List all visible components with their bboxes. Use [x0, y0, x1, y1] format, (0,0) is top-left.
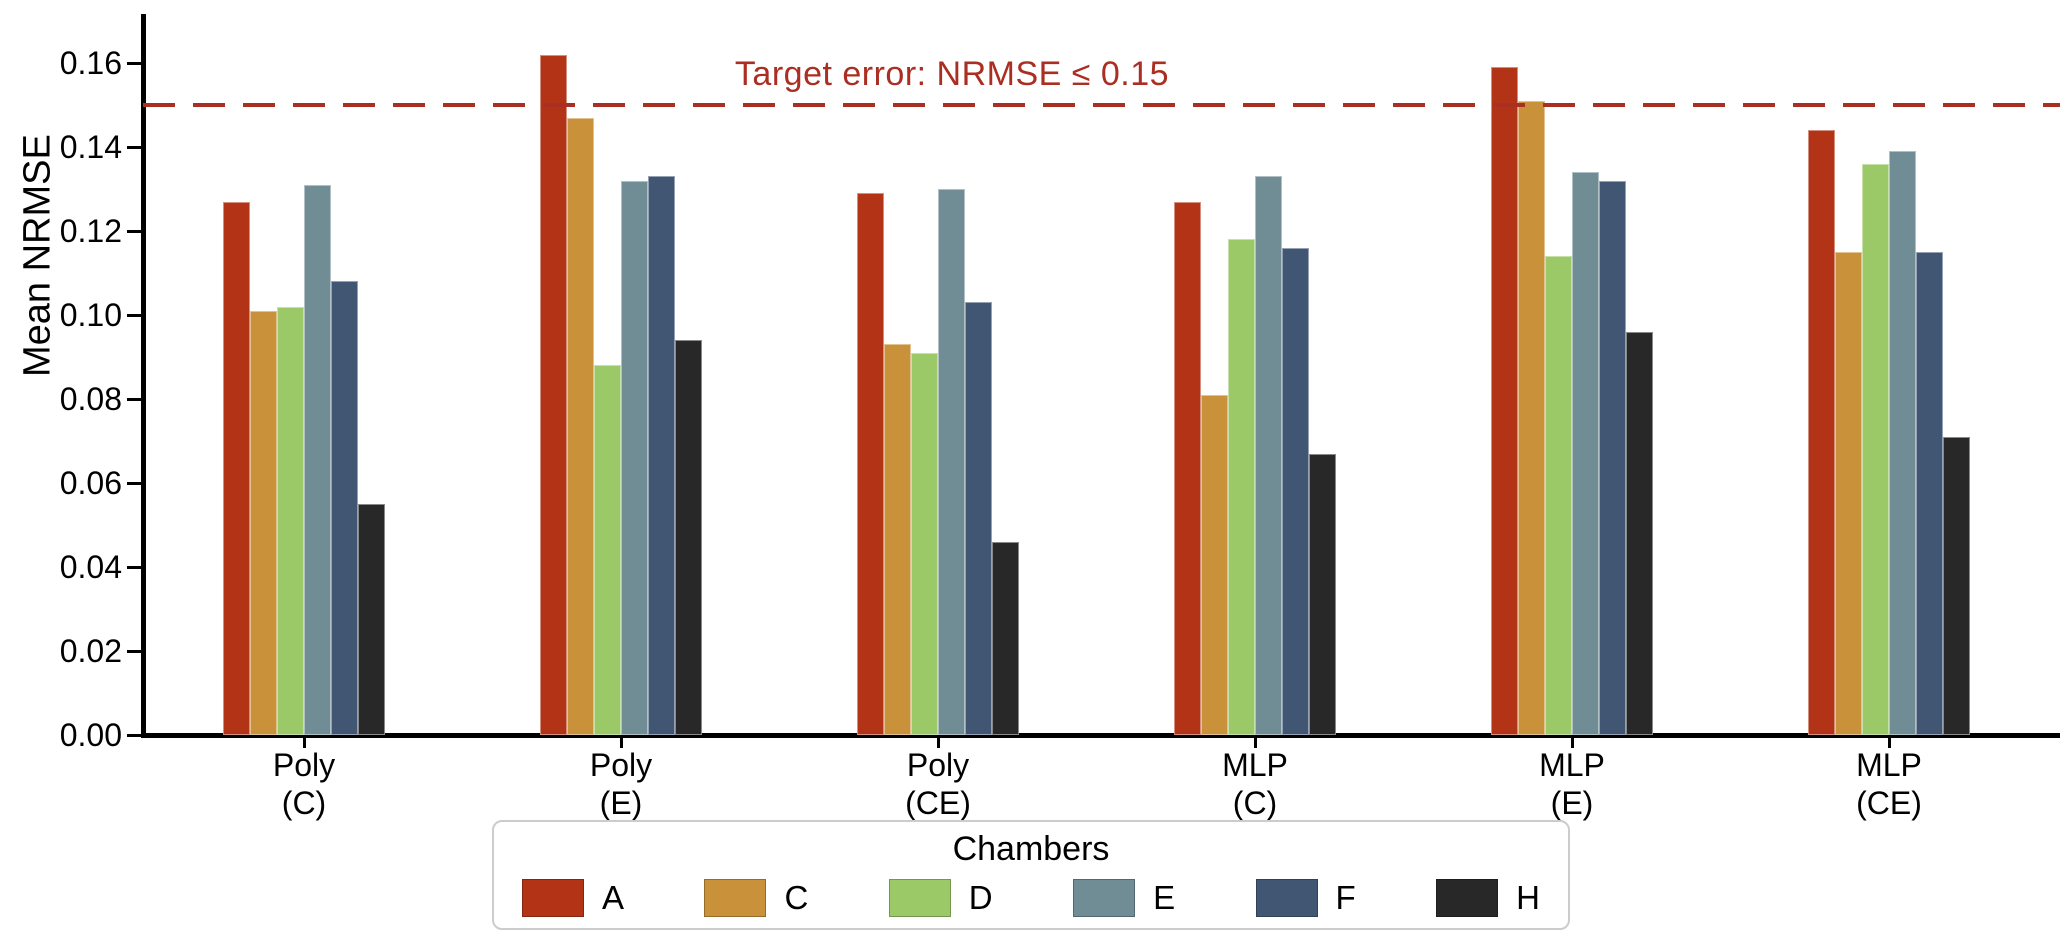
x-tick-mark [936, 738, 940, 748]
legend-label-D: D [968, 879, 993, 916]
x-axis-line [141, 733, 2060, 738]
bar-MLP(C)-chamber-C [1201, 394, 1228, 735]
bar-MLP(CE)-chamber-E [1889, 151, 1916, 735]
legend-box: Chambers A C D E F H [492, 820, 1570, 930]
legend-label-A: A [602, 879, 625, 916]
x-tick-label: MLP (E) [1539, 747, 1605, 821]
bar-MLP(E)-chamber-H [1626, 331, 1653, 735]
y-tick-mark [127, 313, 141, 317]
y-tick-label: 0.04 [59, 549, 122, 585]
x-tick-mark [1570, 738, 1574, 748]
bar-MLP(E)-chamber-A [1491, 67, 1518, 735]
legend-entry-D: D [888, 879, 993, 917]
legend-entry-H: H [1436, 879, 1540, 917]
bar-Poly(C)-chamber-H [358, 504, 385, 735]
bar-MLP(CE)-chamber-C [1835, 252, 1862, 735]
bar-Poly(E)-chamber-D [594, 365, 621, 735]
x-tick-mark [1253, 738, 1257, 748]
y-tick-mark [127, 481, 141, 485]
y-tick-mark [127, 733, 141, 737]
bar-MLP(E)-chamber-F [1599, 180, 1626, 735]
legend-entry-A: A [522, 879, 624, 917]
bar-Poly(C)-chamber-C [250, 310, 277, 735]
legend-entry-F: F [1255, 879, 1356, 917]
bar-Poly(CE)-chamber-H [992, 541, 1019, 735]
bar-MLP(E)-chamber-E [1572, 172, 1599, 735]
x-tick-mark [1887, 738, 1891, 748]
legend-label-H: H [1516, 879, 1540, 916]
bar-Poly(CE)-chamber-C [884, 344, 911, 735]
y-tick-label: 0.02 [59, 633, 122, 669]
x-tick-label: MLP (C) [1222, 747, 1288, 821]
bar-MLP(E)-chamber-D [1545, 256, 1572, 735]
bar-Poly(E)-chamber-F [648, 176, 675, 735]
bar-MLP(CE)-chamber-H [1943, 436, 1970, 735]
bar-Poly(E)-chamber-C [567, 117, 594, 735]
legend-entry-C: C [704, 879, 808, 917]
bar-Poly(C)-chamber-D [277, 306, 304, 735]
bar-Poly(E)-chamber-E [621, 180, 648, 735]
y-tick-label: 0.06 [59, 465, 122, 501]
legend-label-C: C [784, 879, 809, 916]
bar-MLP(C)-chamber-A [1174, 201, 1201, 735]
bar-Poly(C)-chamber-A [223, 201, 250, 735]
x-tick-mark [619, 738, 623, 748]
bar-Poly(C)-chamber-F [331, 281, 358, 735]
bar-Poly(CE)-chamber-E [938, 189, 965, 735]
bar-Poly(E)-chamber-A [540, 54, 567, 735]
legend-swatch-H [1436, 879, 1499, 917]
x-tick-label: Poly (C) [272, 747, 336, 821]
x-tick-mark [302, 738, 306, 748]
y-tick-label: 0.10 [59, 297, 122, 333]
y-tick-label: 0.16 [59, 45, 122, 81]
bar-Poly(CE)-chamber-A [857, 193, 884, 735]
y-tick-mark [127, 565, 141, 569]
x-tick-label: Poly (E) [589, 747, 653, 821]
bar-MLP(E)-chamber-C [1518, 100, 1545, 735]
target-error-dashed-line [143, 103, 2060, 107]
legend-swatch-F [1255, 879, 1318, 917]
bar-MLP(C)-chamber-E [1255, 176, 1282, 735]
y-axis-line [141, 14, 146, 738]
x-tick-label: MLP (CE) [1856, 747, 1922, 821]
legend-label-E: E [1153, 879, 1176, 916]
y-tick-label: 0.14 [59, 129, 122, 165]
y-tick-label: 0.12 [59, 213, 122, 249]
y-tick-label: 0.08 [59, 381, 122, 417]
bar-Poly(C)-chamber-E [304, 184, 331, 735]
legend-label-F: F [1335, 879, 1356, 916]
y-tick-mark [127, 397, 141, 401]
bar-MLP(CE)-chamber-D [1862, 163, 1889, 735]
y-tick-mark [127, 145, 141, 149]
y-tick-mark [127, 229, 141, 233]
bar-Poly(E)-chamber-H [675, 340, 702, 735]
target-error-annotation: Target error: NRMSE ≤ 0.15 [734, 55, 1170, 93]
legend-swatch-E [1073, 879, 1136, 917]
legend-entry-E: E [1073, 879, 1175, 917]
legend-swatch-A [522, 879, 584, 917]
bar-MLP(CE)-chamber-F [1916, 252, 1943, 735]
y-tick-mark [127, 61, 141, 65]
bar-Poly(CE)-chamber-D [911, 352, 938, 735]
bar-MLP(CE)-chamber-A [1808, 130, 1835, 735]
x-tick-label: Poly (CE) [905, 747, 971, 821]
legend-swatch-C [704, 879, 767, 917]
y-tick-label: 0.00 [59, 717, 122, 753]
legend-swatch-D [888, 879, 951, 917]
bar-MLP(C)-chamber-H [1309, 453, 1336, 735]
bar-Poly(CE)-chamber-F [965, 302, 992, 735]
legend-title: Chambers [952, 830, 1110, 868]
bar-MLP(C)-chamber-D [1228, 239, 1255, 735]
y-tick-mark [127, 649, 141, 653]
bar-MLP(C)-chamber-F [1282, 247, 1309, 735]
